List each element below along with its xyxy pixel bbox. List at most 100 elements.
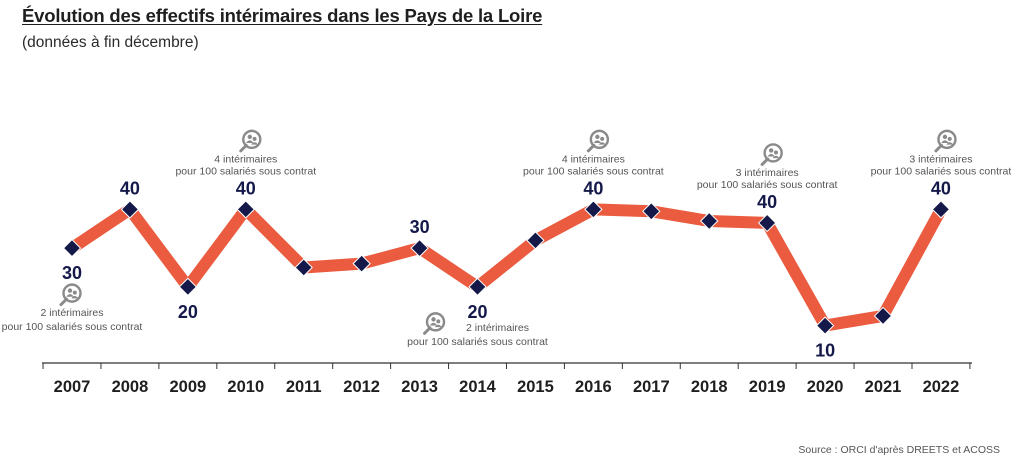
person-body	[66, 294, 74, 297]
annotation-line-1: 2 intérimaires	[40, 307, 103, 319]
magnifier-people-icon	[934, 129, 957, 153]
chart-subtitle: (données à fin décembre)	[22, 34, 199, 51]
annotation-line-2: pour 100 salariés sous contrat	[175, 165, 316, 177]
magnifier-people-icon	[423, 312, 446, 335]
data-point-marker	[410, 238, 429, 258]
data-point-marker	[352, 254, 371, 273]
data-point-marker	[526, 231, 545, 250]
person-head	[431, 317, 436, 322]
annotation-line-2: pour 100 salariés sous contrat	[697, 179, 838, 191]
data-point-marker	[757, 213, 777, 233]
person-body	[767, 153, 775, 157]
magnifier-handle	[423, 326, 432, 335]
x-tick-label: 2017	[633, 378, 670, 396]
x-tick-label: 2018	[691, 378, 728, 396]
line-chart: 2007 2008 2009 2010 2011 2012 2013 2014 2015 2016…	[2, 129, 1012, 396]
magnifier-lens	[425, 312, 446, 332]
annotation-line-1: 4 intérimaires	[562, 153, 625, 165]
annotation-line-1: 4 intérimaires	[214, 153, 277, 165]
person-body	[598, 142, 606, 145]
data-point-marker	[120, 200, 140, 219]
series-line	[66, 203, 947, 332]
annotation-line-2: pour 100 salariés sous contrat	[2, 321, 143, 333]
person-body	[593, 140, 602, 143]
magnifier-lens	[763, 143, 783, 163]
data-label: 20	[467, 302, 487, 322]
magnifier-handle	[239, 143, 248, 153]
data-point-marker	[294, 258, 313, 277]
person-body	[772, 155, 780, 159]
x-tick-label: 2010	[227, 378, 264, 396]
person-body	[434, 324, 442, 328]
x-tick-label: 2007	[54, 378, 91, 396]
annotation-line-2: pour 100 salariés sous contrat	[871, 165, 1012, 177]
data-label: 10	[815, 341, 835, 361]
x-tick-label: 2013	[401, 378, 438, 396]
data-label: 40	[236, 178, 256, 198]
data-point-marker	[584, 200, 603, 219]
magnifier-handle	[59, 297, 68, 307]
x-tick-label: 2020	[807, 378, 844, 396]
annotation-line-1: 2 intérimaires	[466, 322, 529, 334]
annotation-line-2: pour 100 salariés sous contrat	[407, 336, 548, 348]
person-head	[252, 136, 257, 141]
person-head	[247, 134, 252, 140]
magnifier-people-icon	[59, 283, 82, 307]
person-head	[942, 134, 948, 140]
magnifier-handle	[934, 143, 943, 153]
x-tick-label: 2022	[923, 378, 960, 396]
source-note: Source : ORCI d'après DREETS et ACOSS	[798, 444, 1000, 456]
person-body	[251, 142, 258, 145]
person-head	[600, 136, 605, 141]
magnifier-lens	[937, 129, 957, 150]
chart-title: Évolution des effectifs intérimaires dan…	[22, 5, 543, 26]
data-point-marker	[873, 306, 893, 326]
data-point-marker	[62, 238, 82, 258]
data-point-marker	[931, 200, 951, 219]
magnifier-lens	[589, 129, 610, 150]
x-tick-label: 2008	[112, 378, 149, 396]
data-label: 40	[120, 178, 140, 198]
x-tick-label: 2015	[517, 378, 554, 396]
person-head	[72, 290, 77, 295]
x-tick-label: 2016	[575, 378, 612, 396]
x-tick-label: 2009	[170, 378, 207, 396]
magnifier-handle	[586, 143, 596, 153]
magnifier-people-icon	[586, 129, 610, 153]
data-label: 40	[583, 178, 603, 198]
person-head	[67, 288, 73, 293]
annotation-line-1: 3 intérimaires	[909, 153, 972, 165]
data-point-marker	[236, 200, 255, 219]
data-point-marker	[642, 202, 661, 221]
data-label: 40	[931, 178, 951, 198]
person-head	[595, 134, 600, 140]
person-body	[941, 140, 949, 143]
person-body	[245, 140, 254, 143]
data-label: 30	[62, 263, 82, 283]
data-label: 20	[178, 302, 198, 322]
data-point-marker	[700, 211, 719, 231]
data-label: 30	[410, 217, 430, 237]
annotation-line-2: pour 100 salariés sous contrat	[523, 165, 664, 177]
person-body	[429, 322, 438, 326]
magnifier-lens	[242, 129, 262, 150]
magnifier-people-icon	[239, 129, 262, 153]
x-tick-label: 2011	[286, 378, 322, 396]
person-body	[946, 142, 954, 145]
magnifier-lens	[62, 283, 82, 303]
data-point-marker	[468, 277, 487, 297]
person-head	[768, 148, 774, 153]
data-point-marker	[178, 277, 198, 297]
person-head	[773, 150, 778, 155]
magnifier-handle	[760, 157, 770, 166]
x-tick-label: 2021	[865, 378, 902, 396]
magnifier-people-icon	[760, 143, 783, 166]
person-body	[71, 296, 79, 299]
x-tick-label: 2014	[459, 378, 497, 396]
x-tick-label: 2012	[343, 378, 380, 396]
person-head	[947, 136, 952, 141]
data-point-marker	[815, 316, 835, 335]
x-tick-label: 2019	[749, 378, 786, 396]
person-head	[436, 319, 441, 324]
annotation-line-1: 3 intérimaires	[736, 167, 799, 179]
